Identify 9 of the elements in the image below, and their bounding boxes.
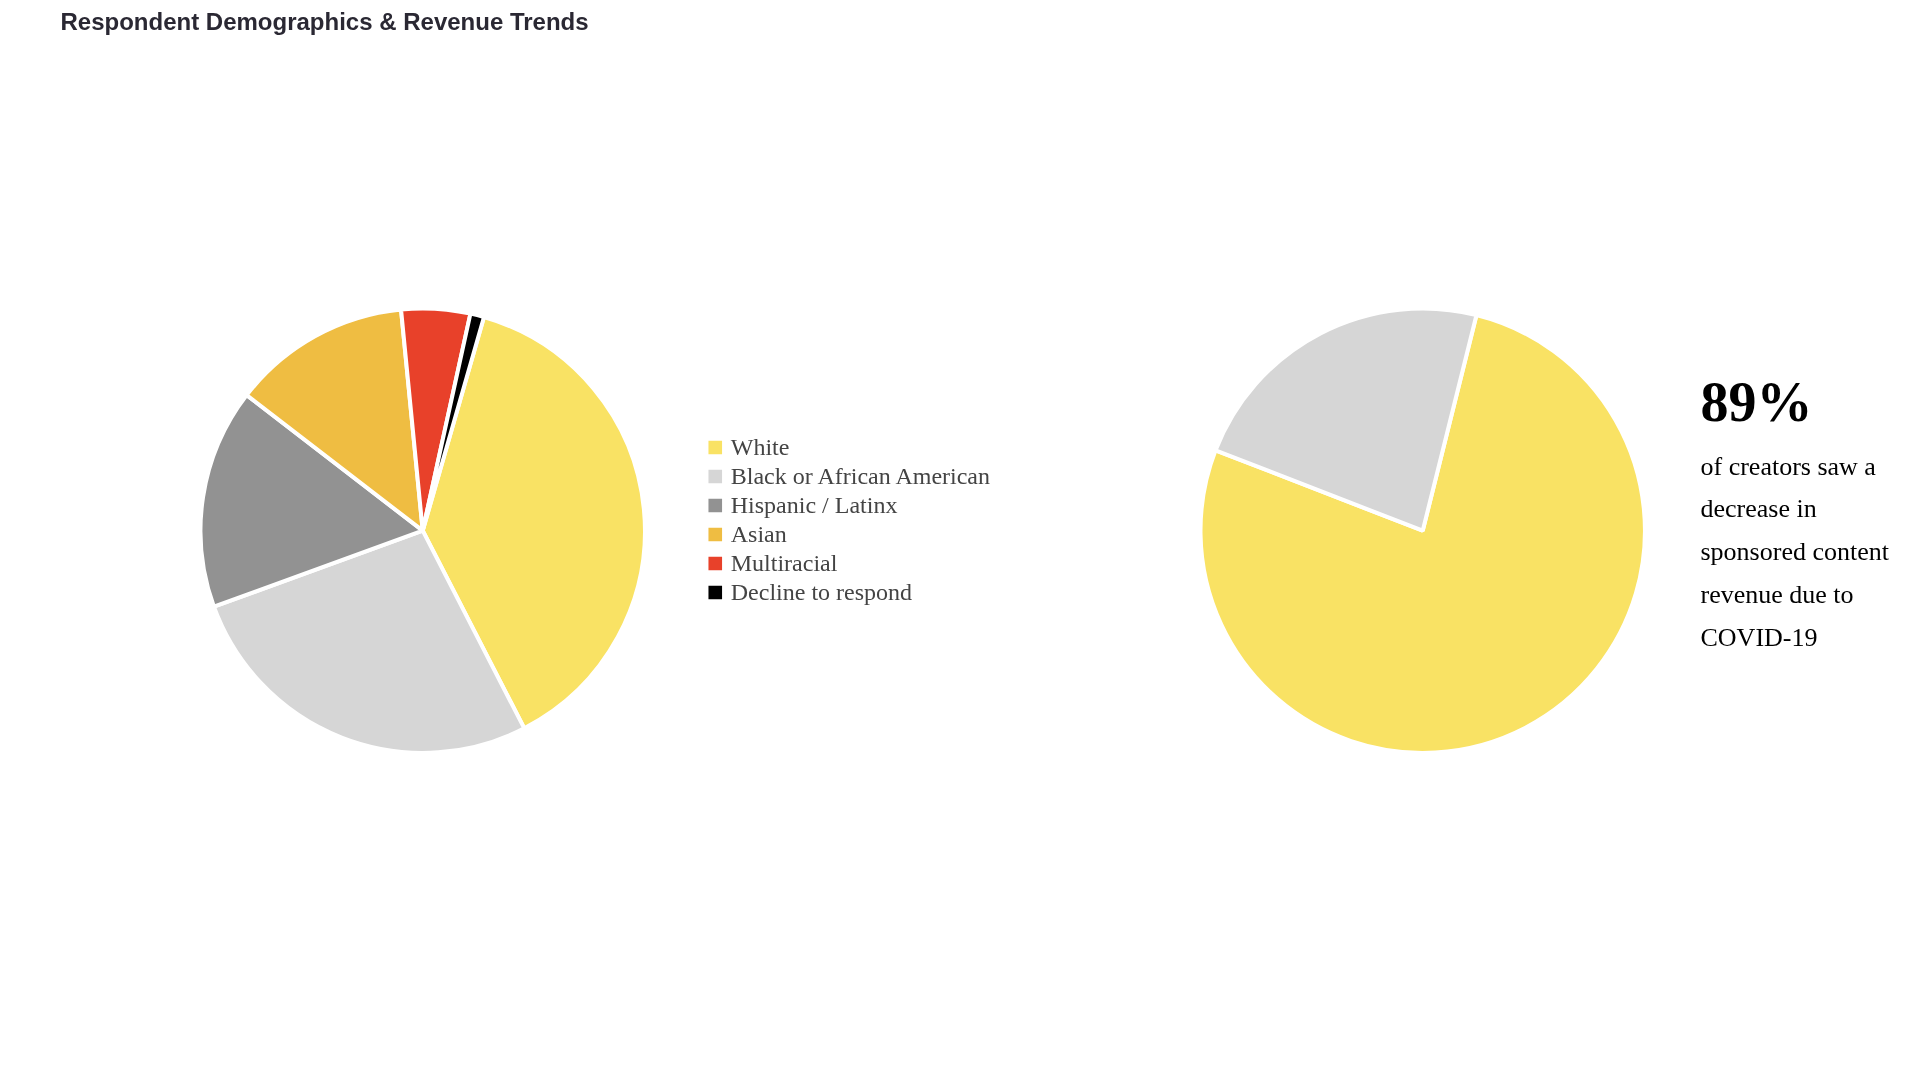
legend-label: Decline to respond — [730, 578, 913, 606]
legend-label: Black or African American — [730, 462, 990, 490]
chart-title: Respondent Demographics & Revenue Trends — [60, 7, 589, 35]
legend-label: Hispanic / Latinx — [730, 491, 898, 519]
text: of creators saw a decrease in sponsored content revenue due to COVID-19 — [1700, 451, 1890, 652]
legend-label: Multiracial — [730, 549, 838, 577]
text: 89% — [1700, 370, 1813, 433]
legend-label: Asian — [730, 520, 787, 548]
legend-label: White — [730, 433, 790, 461]
